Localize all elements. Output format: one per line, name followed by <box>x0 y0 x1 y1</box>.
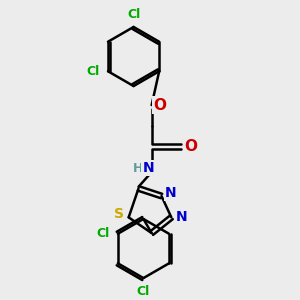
Text: O: O <box>153 98 166 112</box>
Text: O: O <box>184 139 197 154</box>
Text: Cl: Cl <box>137 285 150 298</box>
Text: N: N <box>142 161 154 175</box>
Text: S: S <box>115 207 124 221</box>
Text: Cl: Cl <box>97 227 110 240</box>
Text: H: H <box>133 162 143 175</box>
Text: Cl: Cl <box>87 65 100 78</box>
Text: N: N <box>165 186 176 200</box>
Text: N: N <box>176 210 187 224</box>
Text: Cl: Cl <box>127 8 140 21</box>
